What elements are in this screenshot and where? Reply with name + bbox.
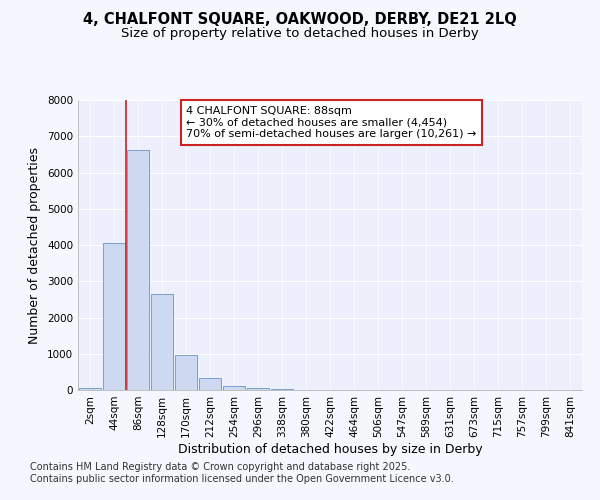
Bar — [79, 388, 101, 390]
Bar — [175, 355, 197, 390]
Text: Contains HM Land Registry data © Crown copyright and database right 2025.: Contains HM Land Registry data © Crown c… — [30, 462, 410, 472]
X-axis label: Distribution of detached houses by size in Derby: Distribution of detached houses by size … — [178, 442, 482, 456]
Y-axis label: Number of detached properties: Number of detached properties — [28, 146, 41, 344]
Bar — [223, 386, 245, 390]
Bar — [247, 388, 269, 390]
Bar — [199, 378, 221, 390]
Text: Contains public sector information licensed under the Open Government Licence v3: Contains public sector information licen… — [30, 474, 454, 484]
Bar — [127, 150, 149, 390]
Text: 4 CHALFONT SQUARE: 88sqm
← 30% of detached houses are smaller (4,454)
70% of sem: 4 CHALFONT SQUARE: 88sqm ← 30% of detach… — [187, 106, 477, 139]
Bar — [103, 243, 125, 390]
Text: Size of property relative to detached houses in Derby: Size of property relative to detached ho… — [121, 28, 479, 40]
Bar — [151, 294, 173, 390]
Text: 4, CHALFONT SQUARE, OAKWOOD, DERBY, DE21 2LQ: 4, CHALFONT SQUARE, OAKWOOD, DERBY, DE21… — [83, 12, 517, 28]
